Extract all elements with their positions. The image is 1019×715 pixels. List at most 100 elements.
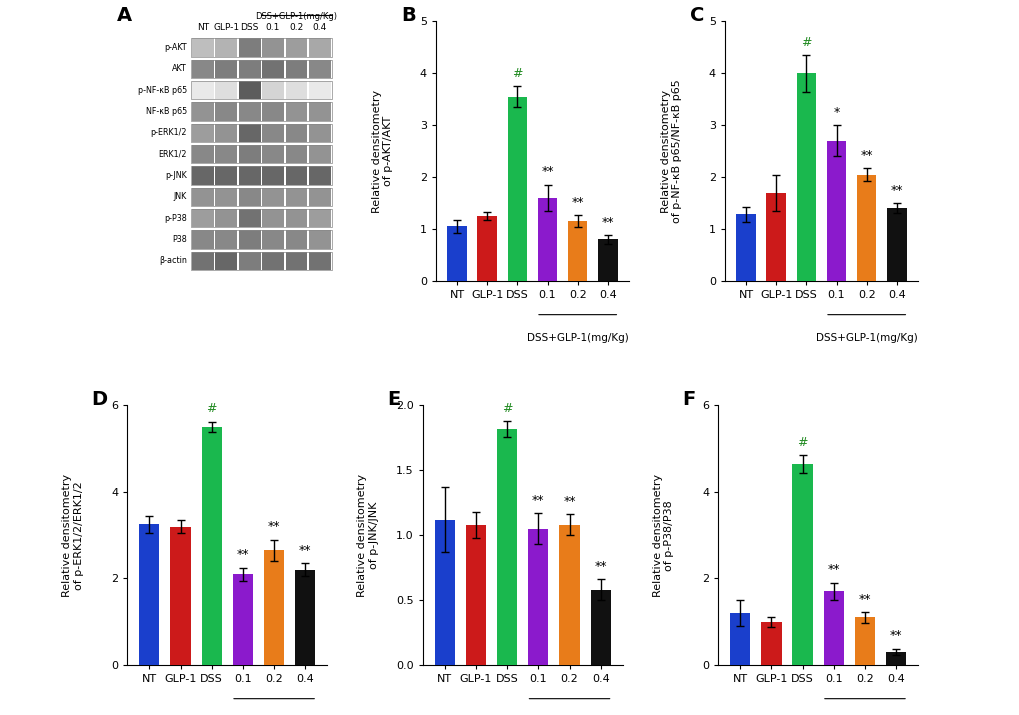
- Bar: [238, 81, 260, 99]
- Text: DSS+GLP-1(mg/Kg): DSS+GLP-1(mg/Kg): [526, 332, 628, 342]
- Text: P38: P38: [172, 235, 186, 244]
- Bar: [822, 591, 843, 665]
- Bar: [537, 198, 556, 281]
- Bar: [285, 145, 307, 164]
- Bar: [796, 74, 815, 281]
- Bar: [192, 102, 331, 121]
- Bar: [215, 81, 236, 99]
- Bar: [854, 617, 874, 665]
- Text: NF-κB p65: NF-κB p65: [146, 107, 186, 116]
- Text: **: **: [562, 495, 575, 508]
- Text: AKT: AKT: [172, 64, 186, 74]
- Text: **: **: [860, 149, 872, 162]
- Bar: [309, 167, 330, 184]
- Bar: [285, 230, 307, 249]
- Bar: [215, 187, 236, 206]
- Bar: [262, 252, 283, 270]
- Bar: [309, 252, 330, 270]
- Text: A: A: [117, 6, 131, 25]
- Bar: [760, 622, 781, 665]
- Bar: [192, 59, 331, 78]
- Bar: [856, 174, 875, 281]
- Bar: [238, 102, 260, 121]
- Y-axis label: Relative densitometry
of p-P38/P38: Relative densitometry of p-P38/P38: [652, 473, 674, 597]
- Bar: [262, 209, 283, 227]
- Bar: [285, 59, 307, 78]
- Bar: [887, 208, 906, 281]
- Bar: [192, 252, 331, 270]
- Bar: [309, 230, 330, 249]
- Bar: [238, 167, 260, 184]
- Bar: [139, 524, 159, 665]
- Text: E: E: [386, 390, 399, 409]
- Bar: [192, 145, 331, 164]
- Bar: [192, 39, 331, 56]
- Text: 0.4: 0.4: [313, 23, 327, 31]
- Bar: [192, 39, 214, 56]
- Text: **: **: [826, 563, 840, 576]
- Bar: [294, 570, 315, 665]
- Bar: [202, 427, 222, 665]
- Bar: [192, 230, 214, 249]
- Text: **: **: [890, 184, 902, 197]
- Bar: [309, 102, 330, 121]
- Bar: [285, 81, 307, 99]
- Text: 0.2: 0.2: [289, 23, 304, 31]
- Bar: [309, 39, 330, 56]
- Bar: [507, 97, 527, 281]
- Bar: [309, 145, 330, 164]
- Bar: [466, 525, 486, 665]
- Bar: [192, 124, 214, 142]
- Text: B: B: [400, 6, 416, 25]
- Text: #: #: [797, 435, 807, 449]
- Bar: [309, 59, 330, 78]
- Bar: [434, 520, 454, 665]
- Text: p-AKT: p-AKT: [164, 43, 186, 52]
- Bar: [215, 124, 236, 142]
- Text: **: **: [268, 520, 280, 533]
- Bar: [496, 429, 517, 665]
- Text: #: #: [501, 402, 512, 415]
- Bar: [215, 145, 236, 164]
- Y-axis label: Relative densitometry
of p-NF-κB p65/NF-κB p65: Relative densitometry of p-NF-κB p65/NF-…: [660, 79, 682, 223]
- Bar: [825, 141, 846, 281]
- Bar: [192, 252, 214, 270]
- Bar: [309, 81, 330, 99]
- Text: DSS+GLP-1(mg/Kg): DSS+GLP-1(mg/Kg): [815, 332, 917, 342]
- Bar: [192, 124, 331, 142]
- Bar: [730, 613, 750, 665]
- Bar: [886, 652, 906, 665]
- Bar: [170, 526, 191, 665]
- Bar: [192, 209, 214, 227]
- Bar: [264, 551, 284, 665]
- Text: DSS+GLP-1(mg/Kg): DSS+GLP-1(mg/Kg): [255, 11, 337, 21]
- Text: ERK1/2: ERK1/2: [158, 149, 186, 159]
- Text: F: F: [682, 390, 695, 409]
- Bar: [262, 59, 283, 78]
- Bar: [215, 230, 236, 249]
- Text: **: **: [532, 493, 544, 507]
- Text: #: #: [206, 403, 217, 415]
- Bar: [309, 209, 330, 227]
- Bar: [262, 39, 283, 56]
- Text: DSS: DSS: [240, 23, 259, 31]
- Bar: [215, 252, 236, 270]
- Bar: [215, 59, 236, 78]
- Bar: [285, 167, 307, 184]
- Bar: [446, 227, 467, 281]
- Bar: [477, 216, 496, 281]
- Bar: [285, 209, 307, 227]
- Bar: [192, 59, 214, 78]
- Bar: [262, 102, 283, 121]
- Bar: [736, 214, 755, 281]
- Bar: [309, 187, 330, 206]
- Bar: [238, 39, 260, 56]
- Text: GLP-1: GLP-1: [213, 23, 239, 31]
- Text: #: #: [800, 36, 811, 49]
- Bar: [192, 187, 214, 206]
- Bar: [232, 574, 253, 665]
- Bar: [192, 167, 331, 184]
- Bar: [238, 187, 260, 206]
- Bar: [285, 39, 307, 56]
- Bar: [285, 102, 307, 121]
